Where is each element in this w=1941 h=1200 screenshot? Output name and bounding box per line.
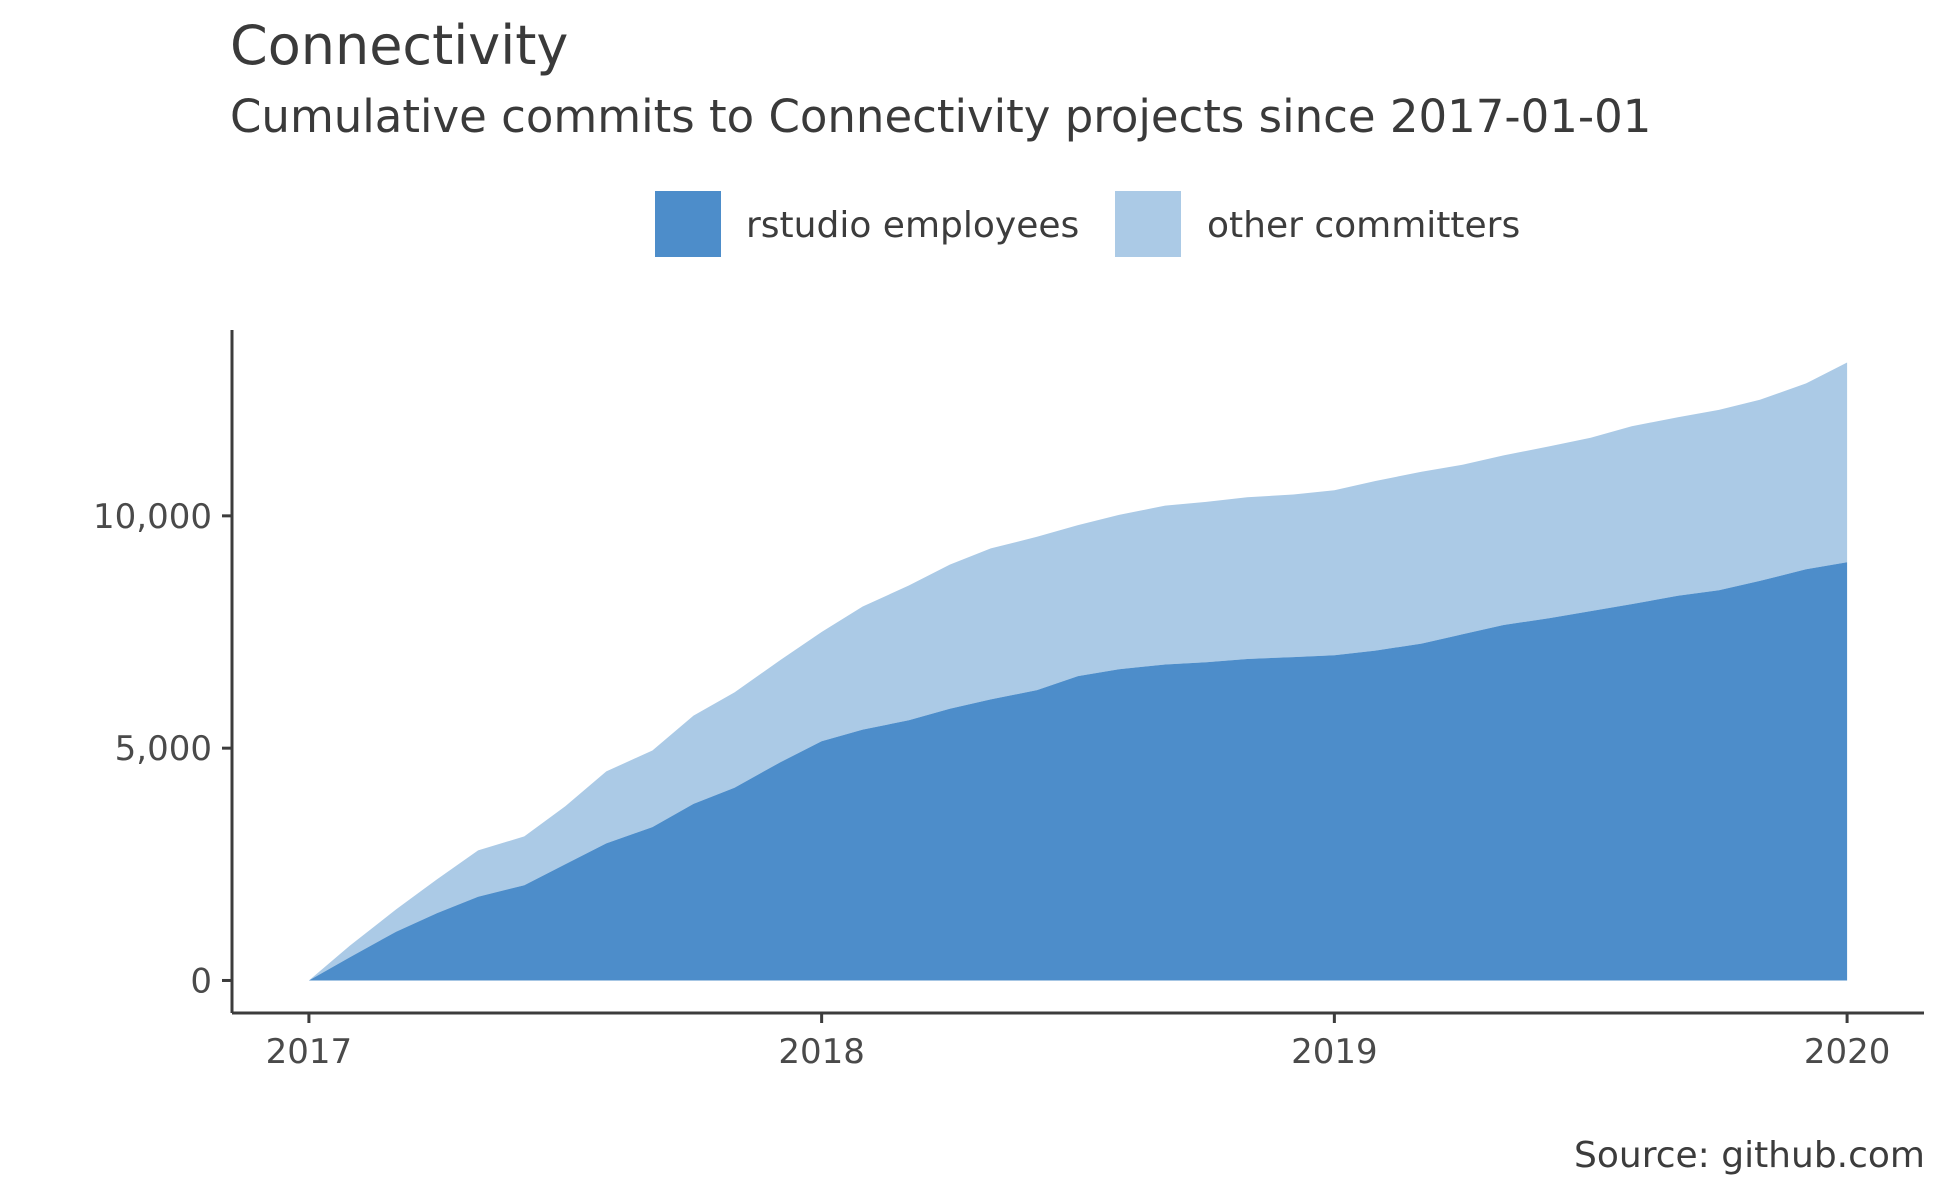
x-tick-label: 2020	[1804, 1032, 1891, 1072]
chart-title: Connectivity	[230, 14, 569, 77]
plot-areas	[308, 362, 1848, 981]
legend: rstudio employees other committers	[655, 191, 1520, 257]
source-caption: Source: github.com	[1574, 1135, 1925, 1176]
y-tick-label: 0	[190, 961, 212, 1001]
legend-swatch-rstudio-employees	[655, 191, 721, 257]
legend-swatch-other-committers	[1115, 191, 1181, 257]
y-tick-label: 5,000	[115, 729, 212, 769]
axes: 0 5,000 10,000 2017 2018 2019 2020	[93, 330, 1924, 1072]
x-tick-label: 2017	[266, 1032, 353, 1072]
legend-label-other-committers: other committers	[1207, 205, 1520, 246]
area-other-committers	[308, 362, 1848, 981]
x-tick-label: 2019	[1291, 1032, 1378, 1072]
x-tick-label: 2018	[778, 1032, 865, 1072]
y-tick-label: 10,000	[93, 497, 212, 537]
legend-label-rstudio-employees: rstudio employees	[746, 205, 1079, 246]
chart-subtitle: Cumulative commits to Connectivity proje…	[230, 90, 1652, 143]
area-rstudio-employees	[308, 562, 1848, 981]
